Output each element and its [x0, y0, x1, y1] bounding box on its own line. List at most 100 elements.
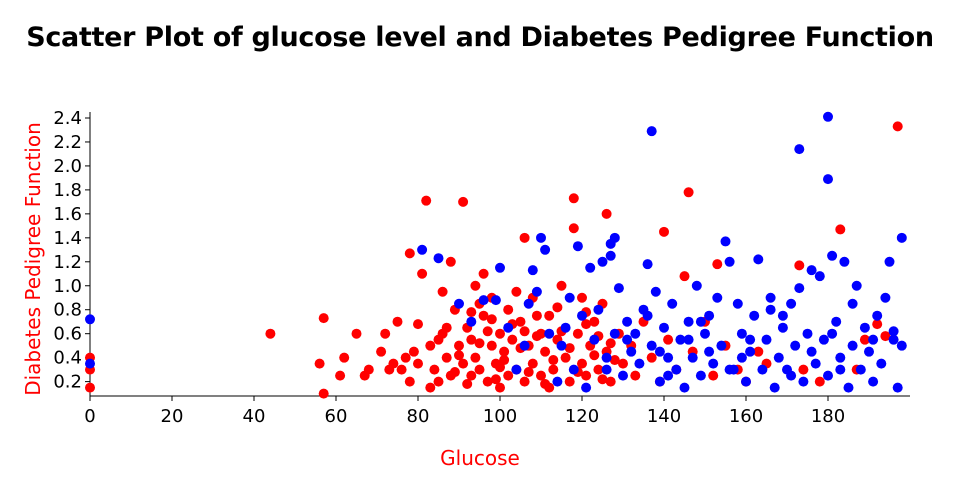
data-point: [339, 352, 350, 363]
data-point: [335, 370, 346, 381]
axes: 0.2 0.4 0.6 0.8 1.0 1.2 1.4 1.6 1.8 2.0 2.2 2.4 0 20…: [53, 108, 910, 427]
data-point: [515, 316, 526, 327]
data-point: [519, 326, 530, 337]
data-point: [490, 374, 501, 385]
y-tick-label: 1.0: [53, 276, 82, 297]
data-point: [646, 126, 657, 137]
data-point: [577, 292, 587, 303]
data-point: [675, 334, 686, 345]
data-point: [736, 352, 747, 363]
y-tick-label: 1.8: [53, 180, 82, 201]
data-point: [794, 144, 805, 155]
data-point: [400, 352, 411, 363]
data-point: [605, 250, 616, 261]
data-point: [556, 280, 567, 291]
y-tick-label: 2.2: [53, 132, 82, 153]
data-point: [519, 340, 530, 351]
data-point: [466, 307, 477, 318]
data-point: [892, 121, 903, 132]
data-point: [753, 346, 764, 357]
data-point: [712, 259, 723, 270]
data-point: [823, 111, 833, 122]
data-point: [433, 334, 444, 345]
y-tick-label: 1.4: [53, 228, 82, 249]
data-point: [540, 244, 551, 255]
data-point: [609, 328, 620, 339]
data-point: [777, 310, 788, 321]
data-point: [741, 376, 751, 387]
data-point: [859, 322, 870, 333]
data-point: [831, 316, 842, 327]
data-points: [85, 111, 907, 399]
data-point: [433, 253, 444, 264]
data-point: [413, 358, 423, 369]
data-point: [720, 236, 731, 247]
data-point: [773, 352, 784, 363]
data-point: [577, 310, 587, 321]
data-point: [548, 364, 559, 375]
data-point: [564, 376, 575, 387]
data-point: [835, 352, 846, 363]
x-tick-label: 180: [811, 406, 845, 427]
data-point: [351, 328, 362, 339]
data-point: [745, 334, 756, 345]
y-axis-ticks: 0.2 0.4 0.6 0.8 1.0 1.2 1.4 1.6 1.8 2.0 2.2 2.4: [53, 108, 90, 393]
data-point: [888, 334, 899, 345]
data-point: [736, 328, 747, 339]
data-point: [597, 256, 608, 267]
data-point: [552, 376, 563, 387]
data-point: [708, 370, 719, 381]
y-tick-label: 1.6: [53, 204, 82, 225]
data-point: [593, 304, 604, 315]
data-point: [474, 338, 485, 349]
data-point: [495, 262, 505, 273]
data-point: [671, 364, 682, 375]
data-point: [560, 322, 571, 333]
x-tick-label: 40: [243, 406, 266, 427]
data-point: [474, 364, 485, 375]
data-point: [556, 340, 567, 351]
x-axis-title: Glucose: [440, 446, 520, 470]
data-point: [507, 334, 518, 345]
data-point: [408, 346, 419, 357]
data-point: [868, 334, 879, 345]
data-point: [466, 334, 477, 345]
data-point: [732, 298, 743, 309]
data-point: [523, 298, 534, 309]
data-point: [667, 298, 678, 309]
x-tick-label: 80: [407, 406, 430, 427]
data-point: [704, 310, 715, 321]
data-point: [634, 358, 645, 369]
data-point: [437, 286, 448, 297]
y-tick-label: 0.6: [53, 324, 82, 345]
data-point: [683, 316, 694, 327]
data-point: [388, 358, 399, 369]
data-point: [486, 340, 497, 351]
data-point: [85, 314, 95, 325]
data-point: [814, 271, 825, 282]
data-point: [589, 334, 600, 345]
data-point: [380, 328, 391, 339]
data-point: [884, 256, 895, 267]
data-point: [589, 350, 600, 361]
data-point: [679, 382, 690, 393]
data-point: [601, 364, 612, 375]
data-point: [818, 334, 829, 345]
data-point: [654, 346, 665, 357]
data-point: [417, 244, 428, 255]
data-point: [445, 256, 456, 267]
data-point: [449, 367, 460, 378]
data-point: [823, 174, 833, 185]
data-point: [421, 195, 432, 206]
data-point: [404, 248, 415, 259]
data-point: [683, 334, 694, 345]
data-point: [495, 328, 505, 339]
data-point: [618, 358, 628, 369]
data-point: [581, 382, 592, 393]
data-point: [851, 280, 862, 291]
y-tick-label: 0.4: [53, 348, 82, 369]
data-point: [470, 352, 481, 363]
data-point: [519, 376, 530, 387]
data-point: [544, 310, 555, 321]
data-point: [318, 313, 329, 324]
